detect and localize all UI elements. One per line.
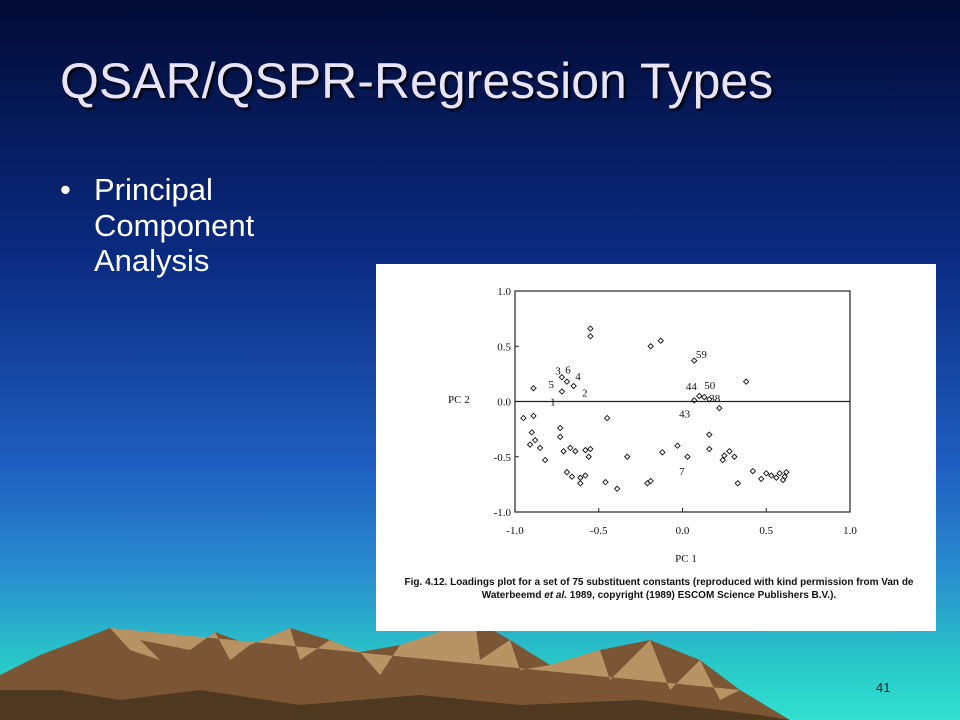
point [577, 474, 584, 481]
slide-title: QSAR/QSPR-Regression Types [60, 53, 774, 109]
point [558, 373, 566, 381]
point [603, 414, 611, 422]
point [556, 433, 564, 441]
page-number: 41 [876, 680, 891, 695]
point [749, 467, 757, 475]
point [734, 480, 742, 487]
point [779, 476, 787, 484]
point [556, 424, 564, 432]
point [719, 456, 726, 464]
point [582, 446, 589, 454]
point [577, 480, 584, 487]
point [647, 477, 654, 485]
x-axis-label: PC 1 [675, 553, 697, 565]
y-tick-label: 0.0 [497, 397, 511, 409]
caption-text: Loadings plot for a set of 75 substituen… [450, 577, 914, 601]
y-axis-label: PC 2 [448, 394, 470, 406]
figure: PC 1 PC 2 -1.0 -0.5 0.0 0.5 1.0 -1.0 -0.5 0.0 0.… [376, 264, 936, 631]
point-label: 1 [550, 397, 556, 409]
point-label: 38 [709, 393, 721, 405]
point [531, 436, 539, 444]
point [582, 472, 589, 479]
bullet: Principal Component Analysis [60, 172, 320, 279]
point-label: 6 [565, 364, 571, 376]
mountain-shadow [0, 690, 790, 720]
point [530, 412, 537, 420]
y-tick-label: 0.5 [497, 341, 511, 353]
point [526, 441, 534, 448]
point [690, 357, 698, 364]
point [567, 444, 574, 452]
point [757, 475, 765, 483]
point-label: 2 [582, 388, 588, 400]
y-tick-label: 1.0 [497, 286, 511, 298]
point [644, 480, 651, 487]
point-label: 7 [679, 466, 685, 478]
point [585, 453, 592, 460]
point [783, 468, 790, 476]
point [528, 429, 535, 436]
point [623, 453, 631, 460]
point-label: 50 [704, 380, 716, 392]
point [674, 442, 681, 449]
caption-label: Fig. 4.12. [404, 577, 448, 588]
point-label: 5 [549, 379, 555, 391]
point [716, 404, 723, 412]
point [560, 447, 567, 455]
x-tick-label: -0.5 [590, 525, 608, 537]
point [721, 452, 728, 459]
y-tick-label: -0.5 [494, 452, 512, 464]
y-tick-label: -1.0 [494, 507, 512, 519]
point [684, 453, 691, 460]
bullet-list: Principal Component Analysis [60, 172, 320, 279]
caption: Fig. 4.12. Loadings plot for a set of 75… [396, 577, 922, 602]
point [587, 333, 594, 340]
point [776, 470, 783, 477]
point [602, 478, 609, 486]
x-tick-label: 0.0 [676, 525, 690, 537]
point-label: 43 [679, 409, 691, 421]
point [706, 445, 713, 453]
point [568, 473, 576, 480]
point [657, 337, 664, 344]
point [768, 472, 775, 479]
point [536, 444, 544, 452]
point [572, 447, 579, 455]
x-tick-label: 0.5 [759, 525, 773, 537]
caption-italic: et al. [544, 589, 568, 601]
point [726, 447, 733, 455]
point [659, 449, 666, 456]
x-tick-label: 1.0 [843, 525, 857, 537]
point-label: 3 [555, 366, 561, 378]
point [541, 456, 549, 464]
caption-text: 1989, copyright (1989) ESCOM Science Pub… [569, 589, 837, 601]
point [773, 474, 780, 481]
point-label: 44 [686, 381, 698, 393]
point [706, 396, 713, 403]
point [563, 378, 571, 385]
point [520, 414, 527, 422]
point [587, 445, 594, 453]
point [563, 468, 571, 476]
point [763, 470, 770, 477]
point [701, 393, 708, 401]
point [570, 382, 577, 390]
x-tick-label: -1.0 [506, 525, 524, 537]
point [742, 378, 750, 385]
point [731, 453, 738, 460]
point [690, 397, 698, 404]
point [696, 392, 703, 400]
point [613, 485, 621, 493]
point [530, 385, 537, 392]
mountain-highlight [110, 620, 740, 700]
chart: PC 1 PC 2 -1.0 -0.5 0.0 0.5 1.0 -1.0 -0.5 0.0 0.… [448, 286, 857, 565]
point-label: 59 [696, 349, 708, 361]
point [587, 325, 594, 332]
point [706, 431, 713, 438]
point-label: 4 [575, 371, 581, 383]
point [558, 388, 566, 395]
point [647, 343, 654, 350]
